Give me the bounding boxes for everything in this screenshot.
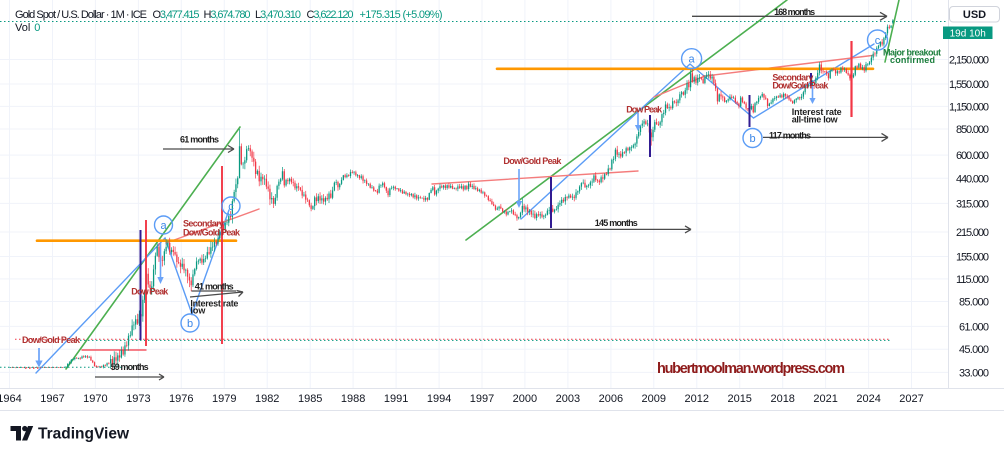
svg-text:1988: 1988 [341, 393, 365, 405]
svg-text:1991: 1991 [384, 393, 408, 405]
svg-text:600.000: 600.000 [956, 150, 989, 162]
svg-text:Dow Peak: Dow Peak [626, 104, 663, 114]
svg-text:Gold Spot / U.S. Dollar · 1M ·: Gold Spot / U.S. Dollar · 1M · ICE [15, 9, 147, 21]
svg-text:2006: 2006 [599, 393, 623, 405]
svg-text:115.000: 115.000 [956, 274, 989, 286]
svg-text:2018: 2018 [770, 393, 794, 405]
svg-text:Dow Peak: Dow Peak [131, 287, 169, 297]
svg-text:1997: 1997 [470, 393, 494, 405]
svg-text:168 months: 168 months [774, 7, 815, 17]
svg-text:hubertmoolman.wordpress.com: hubertmoolman.wordpress.com [657, 361, 845, 377]
svg-text:2,150.000: 2,150.000 [949, 55, 989, 67]
svg-text:315.000: 315.000 [956, 198, 989, 210]
svg-text:850.000: 850.000 [956, 124, 989, 136]
svg-text:1967: 1967 [40, 393, 64, 405]
svg-text:41 months: 41 months [195, 282, 234, 292]
svg-text:Interest rate: Interest rate [792, 107, 842, 117]
svg-text:Dow/Gold Peak: Dow/Gold Peak [183, 228, 241, 238]
svg-text:145 months: 145 months [595, 218, 638, 228]
svg-text:155.000: 155.000 [956, 252, 989, 264]
svg-text:45.000: 45.000 [959, 344, 989, 356]
svg-text:a: a [689, 54, 696, 66]
svg-text:confirmed: confirmed [890, 55, 935, 65]
svg-text:O3,477.415: O3,477.415 [153, 9, 200, 21]
svg-text:Interest rate: Interest rate [190, 298, 238, 308]
svg-text:215.000: 215.000 [956, 227, 989, 239]
svg-text:low: low [190, 305, 206, 315]
svg-text:1994: 1994 [427, 393, 451, 405]
svg-text:c: c [228, 201, 234, 213]
svg-text:19d 10h: 19d 10h [950, 28, 986, 39]
svg-text:Major breakout: Major breakout [883, 47, 941, 57]
svg-text:C3,622.120: C3,622.120 [307, 9, 354, 21]
svg-text:b: b [749, 133, 755, 145]
svg-text:2027: 2027 [899, 393, 923, 405]
svg-text:1970: 1970 [83, 393, 107, 405]
svg-text:2003: 2003 [556, 393, 580, 405]
svg-text:440.000: 440.000 [956, 173, 989, 185]
svg-text:1976: 1976 [169, 393, 193, 405]
svg-text:33.000: 33.000 [959, 367, 989, 379]
svg-text:all-time low: all-time low [792, 114, 839, 124]
svg-text:2015: 2015 [727, 393, 751, 405]
svg-text:Dow/Gold Peak: Dow/Gold Peak [22, 335, 81, 345]
svg-text:85.000: 85.000 [959, 297, 989, 309]
svg-text:117 months: 117 months [769, 131, 811, 141]
svg-text:2024: 2024 [856, 393, 880, 405]
svg-text:1973: 1973 [126, 393, 150, 405]
svg-text:TradingView: TradingView [38, 426, 130, 443]
svg-text:59 months: 59 months [111, 362, 149, 372]
svg-text:61 months: 61 months [180, 135, 219, 145]
svg-text:L3,470.310: L3,470.310 [255, 9, 301, 21]
svg-text:2009: 2009 [642, 393, 666, 405]
svg-text:61.000: 61.000 [959, 321, 989, 333]
svg-text:2021: 2021 [813, 393, 837, 405]
svg-text:2012: 2012 [685, 393, 709, 405]
svg-text:Dow/Gold Peak: Dow/Gold Peak [503, 156, 562, 166]
svg-text:2000: 2000 [513, 393, 537, 405]
svg-text:a: a [160, 220, 167, 232]
svg-text:1964: 1964 [0, 393, 22, 405]
svg-text:Dow/Gold Peak: Dow/Gold Peak [772, 80, 829, 90]
svg-text:1985: 1985 [298, 393, 322, 405]
svg-text:1982: 1982 [255, 393, 279, 405]
svg-text:+175.315 (+5.09%): +175.315 (+5.09%) [360, 9, 443, 21]
svg-text:Secondary: Secondary [183, 219, 224, 229]
svg-text:1,150.000: 1,150.000 [949, 101, 989, 113]
svg-text:Secondary: Secondary [772, 72, 813, 82]
svg-text:1979: 1979 [212, 393, 236, 405]
svg-text:H3,674.780: H3,674.780 [204, 9, 251, 21]
svg-text:USD: USD [963, 9, 986, 21]
svg-text:c: c [875, 35, 881, 47]
svg-text:b: b [187, 318, 193, 330]
svg-text:1,550.000: 1,550.000 [949, 79, 989, 91]
